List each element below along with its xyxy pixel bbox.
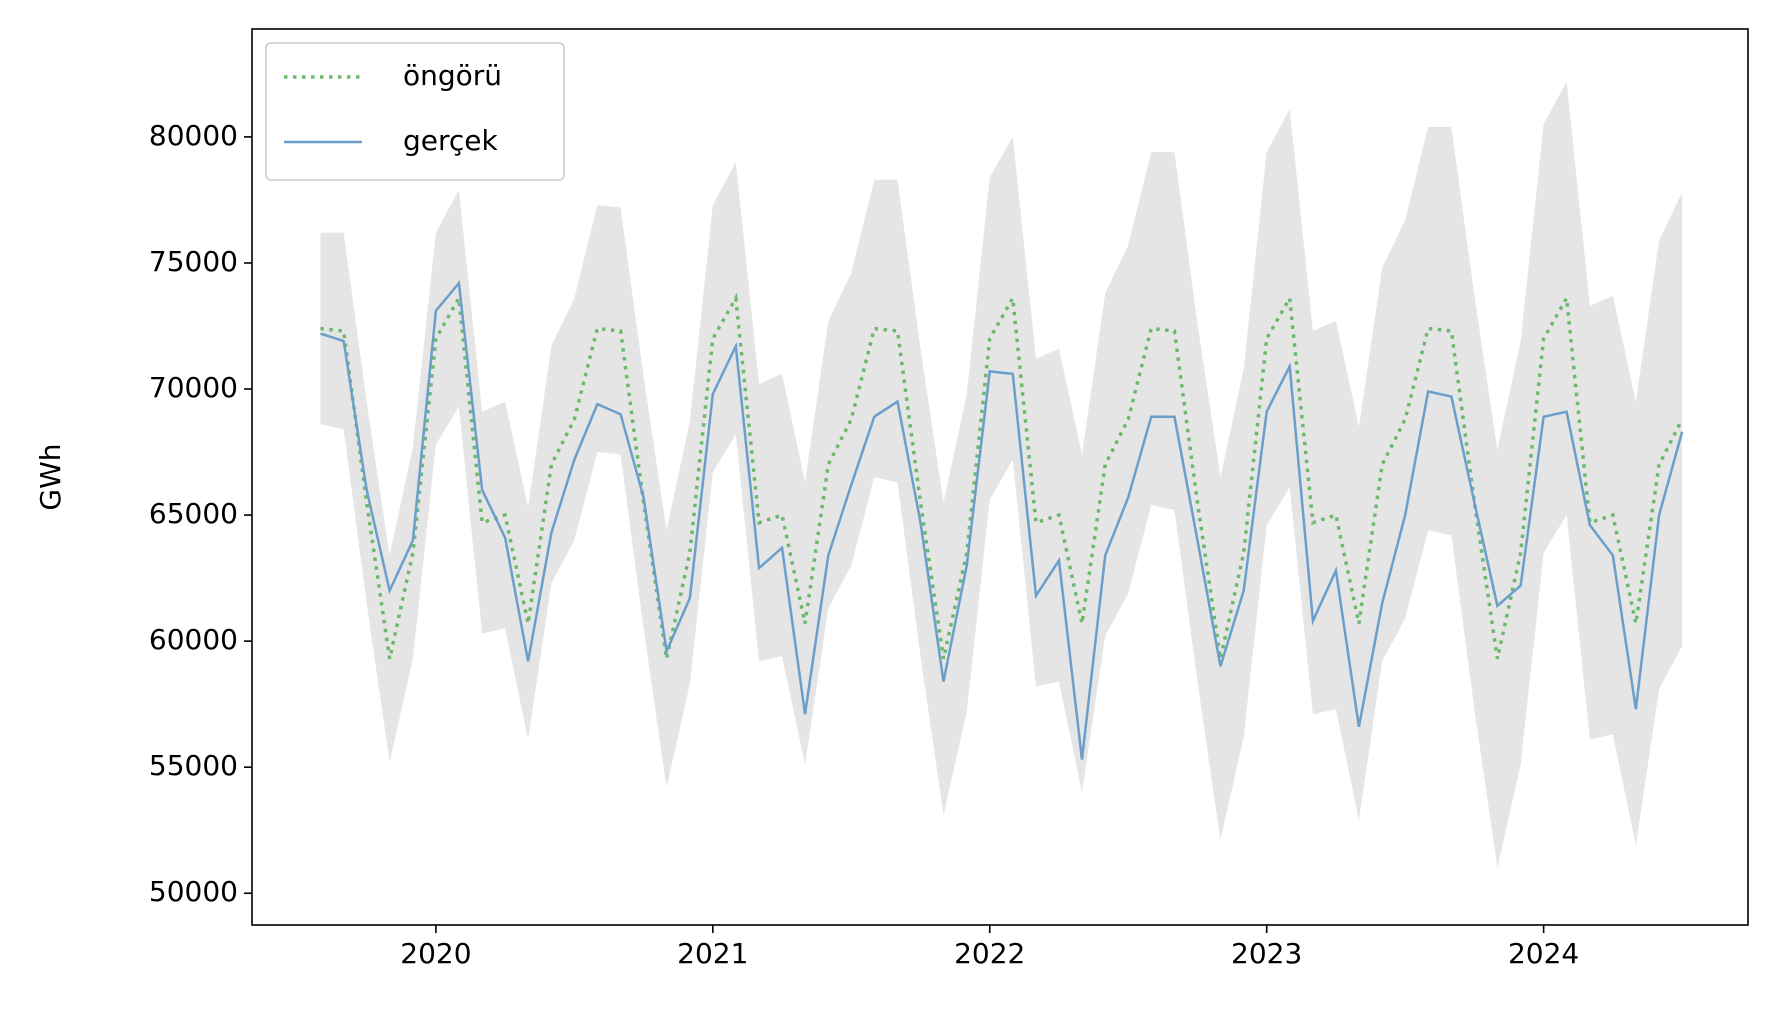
x-tick-label: 2024 — [1508, 937, 1579, 970]
y-tick-label: 80000 — [149, 119, 238, 152]
x-tick-label: 2023 — [1231, 937, 1302, 970]
legend-label: gerçek — [403, 124, 499, 157]
plot-frame — [251, 28, 1749, 926]
y-tick-label: 55000 — [149, 749, 238, 782]
series-line — [320, 280, 1684, 760]
confidence-band — [320, 81, 1683, 869]
x-tick-label: 2022 — [954, 937, 1025, 970]
y-tick-label: 50000 — [149, 875, 238, 908]
y-tick-label: 60000 — [149, 623, 238, 656]
y-tick-label: 75000 — [149, 245, 238, 278]
y-tick-label: 65000 — [149, 497, 238, 530]
y-tick-label: 70000 — [149, 371, 238, 404]
legend-label: öngörü — [403, 59, 502, 92]
x-tick-label: 2021 — [677, 937, 748, 970]
y-axis-label: GWh — [34, 443, 67, 510]
x-tick-label: 2020 — [400, 937, 471, 970]
